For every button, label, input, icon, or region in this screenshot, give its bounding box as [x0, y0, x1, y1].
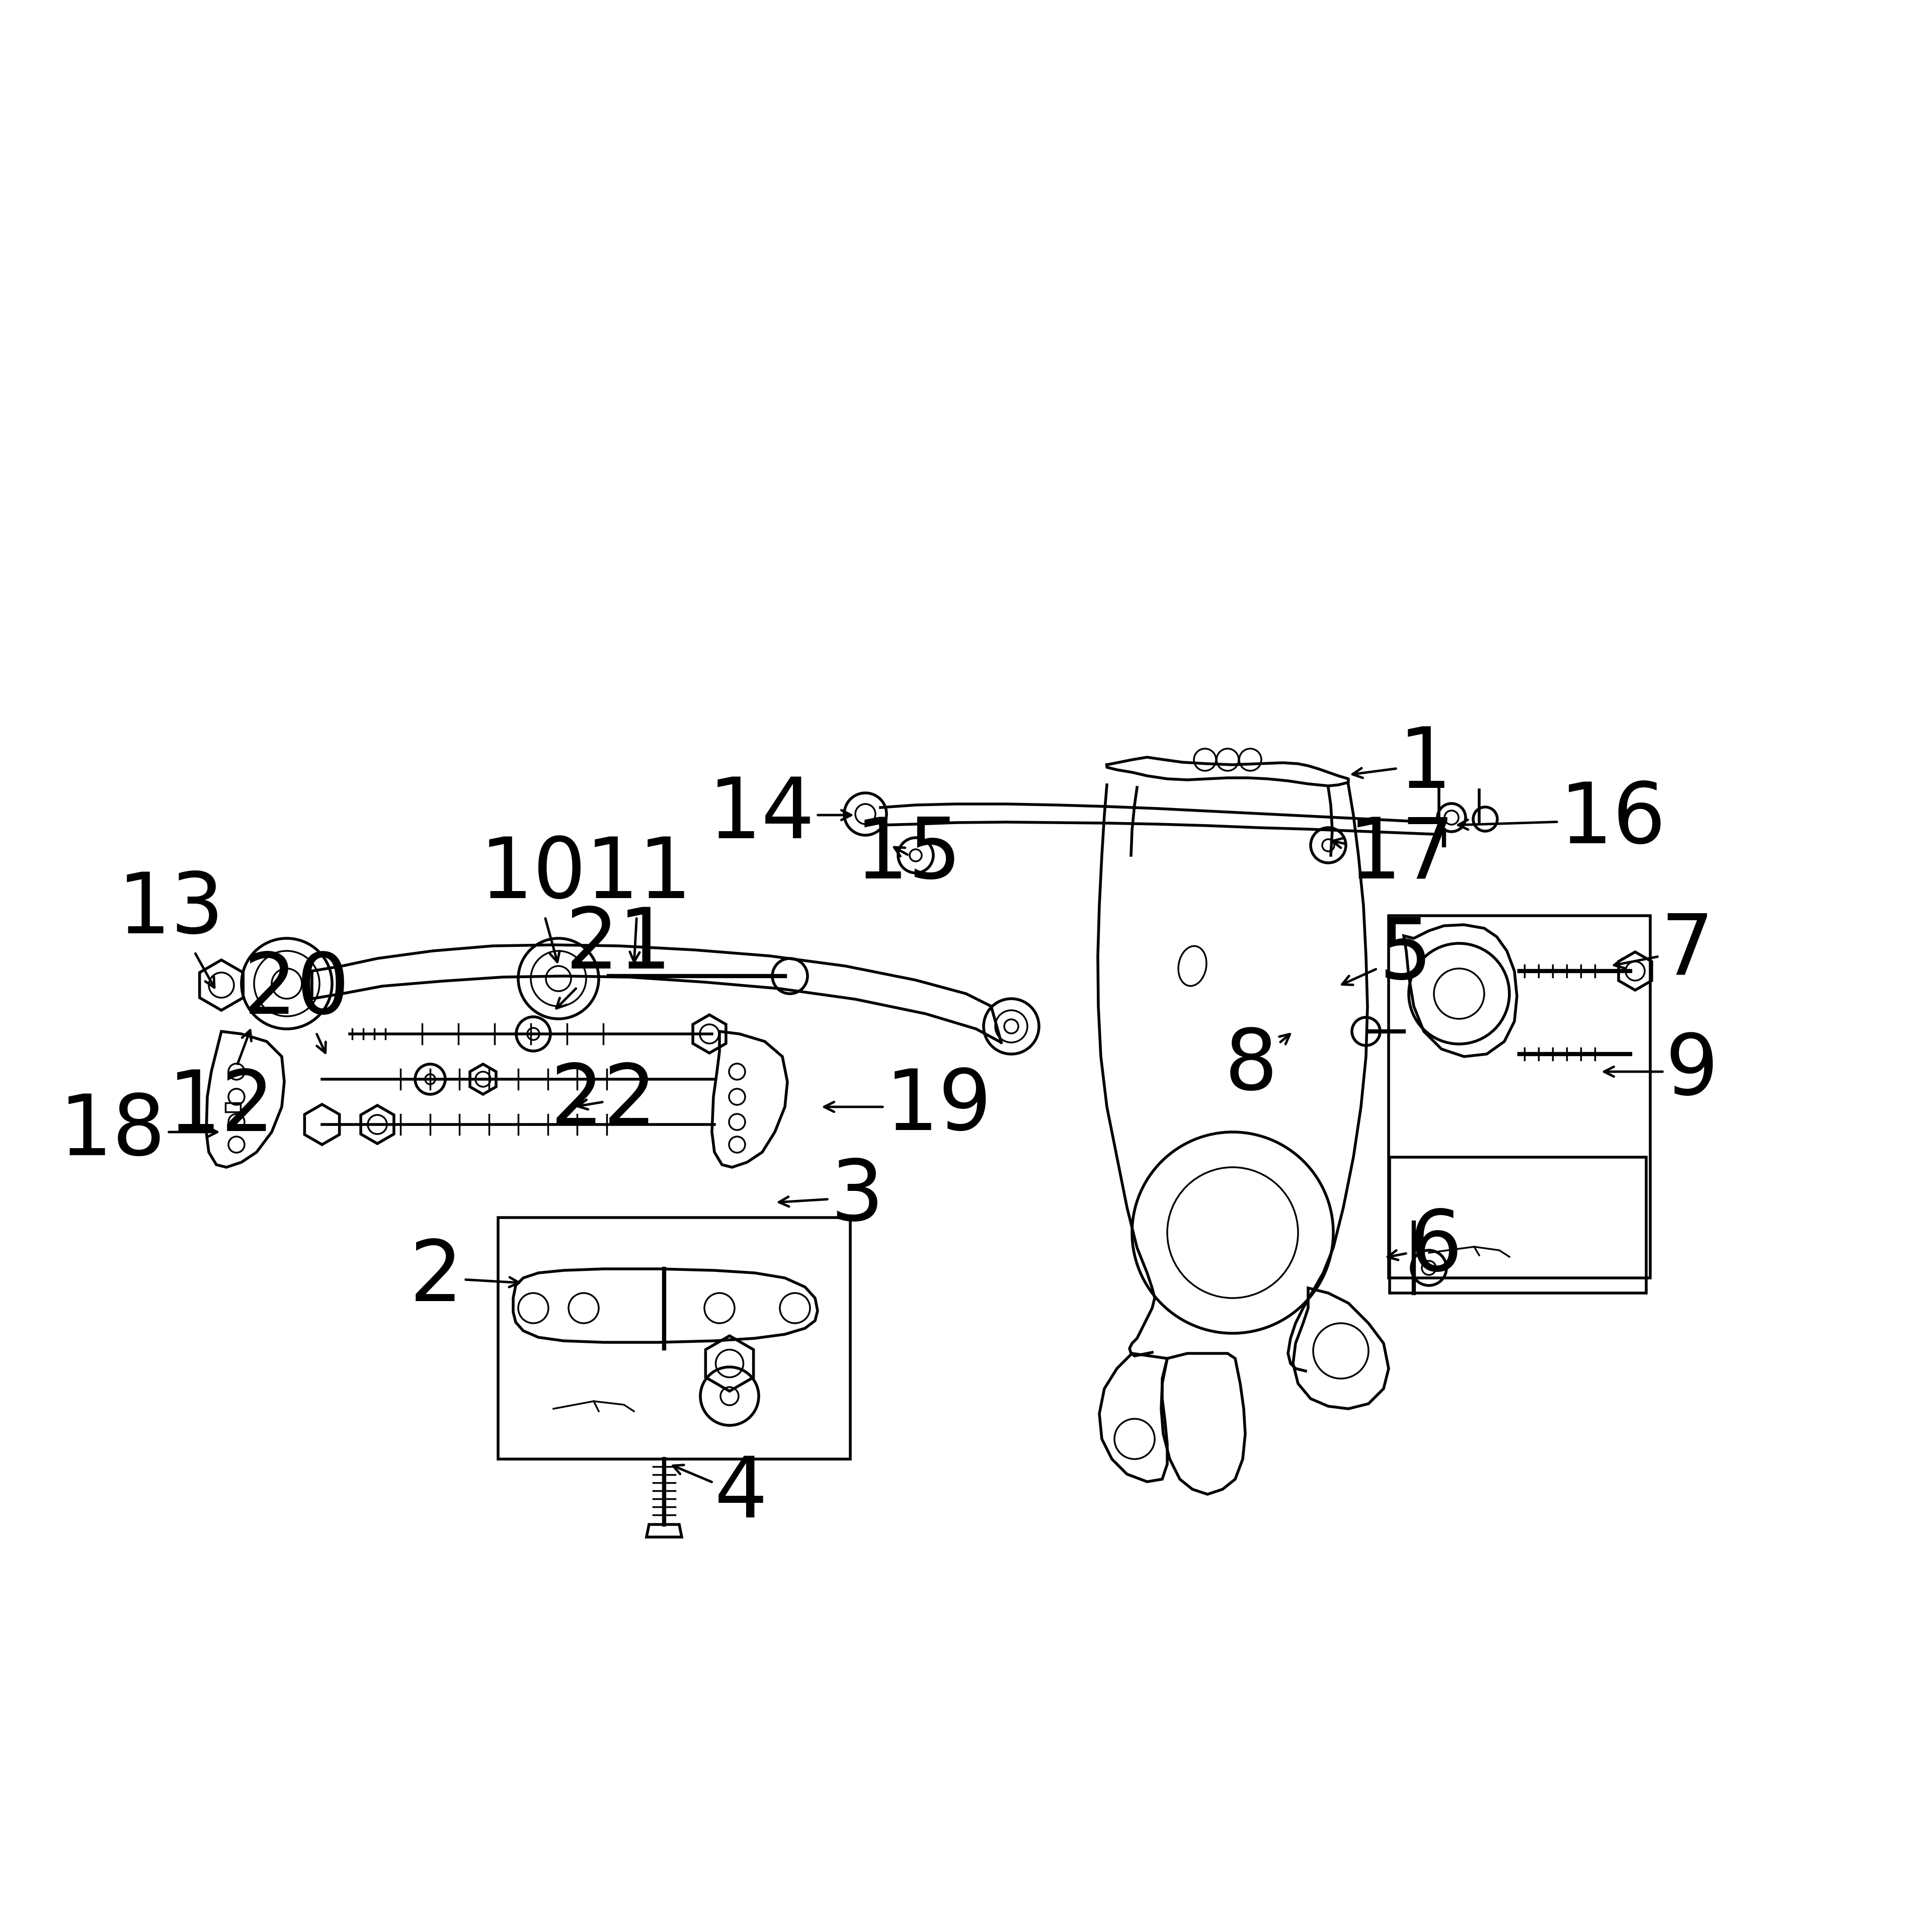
Text: 8: 8 — [1225, 1026, 1291, 1107]
Text: 11: 11 — [585, 835, 692, 962]
Text: 22: 22 — [551, 1061, 657, 1144]
Bar — [1389, 916, 1650, 1277]
Text: 9: 9 — [1604, 1030, 1719, 1113]
Text: 16: 16 — [1459, 779, 1665, 862]
Text: 2: 2 — [410, 1236, 520, 1320]
Bar — [226, 1103, 240, 1113]
Text: 12: 12 — [168, 1030, 274, 1150]
Text: 20: 20 — [243, 949, 350, 1053]
Text: 4: 4 — [672, 1453, 767, 1536]
Text: 5: 5 — [1343, 916, 1432, 997]
Text: 18: 18 — [60, 1092, 216, 1173]
Text: 14: 14 — [709, 775, 852, 856]
Text: 19: 19 — [825, 1066, 993, 1148]
Text: 6: 6 — [1387, 1208, 1463, 1289]
Text: 15: 15 — [856, 813, 962, 896]
Bar — [1389, 1157, 1646, 1293]
Bar — [498, 1217, 850, 1459]
Text: 17: 17 — [1333, 813, 1455, 896]
Text: 1: 1 — [1352, 725, 1453, 806]
Text: 10: 10 — [479, 835, 587, 962]
Text: 13: 13 — [118, 869, 224, 987]
Text: 3: 3 — [779, 1157, 883, 1238]
Text: 21: 21 — [556, 904, 672, 1009]
Text: 7: 7 — [1613, 910, 1714, 991]
